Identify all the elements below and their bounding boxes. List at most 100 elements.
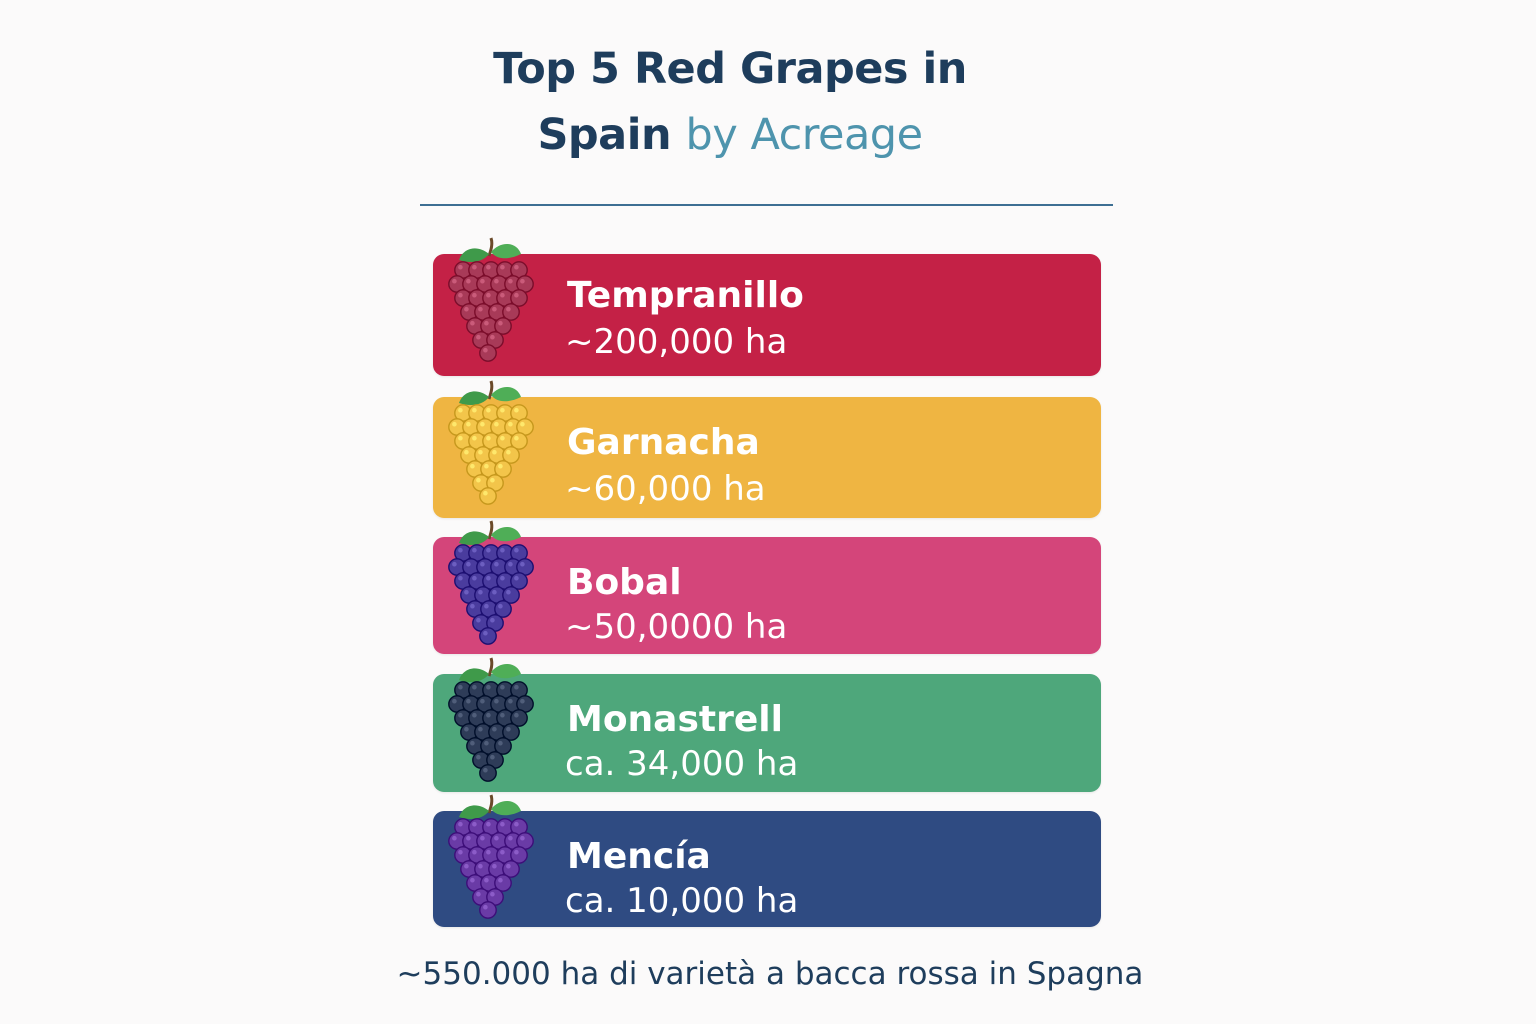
grape-berry-highlight [466,835,471,841]
grape-berry-highlight [514,407,519,413]
grape-berry-highlight [466,698,471,704]
grape-berry-highlight [514,292,519,298]
grape-berry-highlight [472,292,477,298]
grape-berry-highlight [458,547,463,553]
grape-berry-highlight [500,435,505,441]
grape-berry-highlight [452,421,457,427]
grape-berry [479,344,497,362]
grape-leaf [491,526,521,542]
grape-berry-highlight [472,684,477,690]
grape-berry-highlight [514,575,519,581]
grape-stem [487,657,494,677]
bar-label: Garnacha [567,422,760,463]
bar-label: Bobal [567,562,682,603]
grape-berry-highlight [458,575,463,581]
grape-berry-highlight [498,603,503,609]
grape-berry-highlight [514,821,519,827]
grape-berry-highlight [464,589,469,595]
grape-berry-highlight [500,407,505,413]
grape-berry-highlight [514,849,519,855]
grape-berry-highlight [520,278,525,284]
grape-berry-highlight [498,320,503,326]
grape-berry-highlight [506,449,511,455]
grape-berry-highlight [486,407,491,413]
grape-berry-highlight [484,740,489,746]
grape-berry-highlight [472,407,477,413]
grape-leaf [491,800,521,816]
grape-berry-highlight [514,684,519,690]
grape-berry-highlight [472,435,477,441]
bar-value-label: ca. 10,000 ha [565,881,799,921]
grape-berry-highlight [476,617,481,623]
grape-berry-highlight [506,726,511,732]
bar-label: Monastrell [567,699,783,740]
grape-berry-highlight [458,435,463,441]
grape-stem [487,520,494,540]
title-line-1: Top 5 Red Grapes in [493,44,967,94]
grape-berry-highlight [472,264,477,270]
grape-berry-highlight [483,767,488,773]
grape-berry-highlight [480,698,485,704]
grape-berry-highlight [490,891,495,897]
grape-stem [487,380,494,400]
grape-stem [487,794,494,814]
grape-berry-highlight [466,561,471,567]
grape-berry-highlight [472,712,477,718]
grape-berry-highlight [506,306,511,312]
grape-berry-highlight [458,849,463,855]
footnote: ~550.000 ha di varietà a bacca rossa in … [396,956,1144,992]
grape-berry-highlight [486,712,491,718]
grape-berry-highlight [514,547,519,553]
grape-berry-highlight [476,477,481,483]
grape-berry-highlight [492,726,497,732]
grape-berry-highlight [484,463,489,469]
grape-berry-highlight [464,863,469,869]
grape-leaf [491,663,521,679]
grape-berry-highlight [514,264,519,270]
grape-leaf [459,531,489,545]
grape-berry-highlight [500,575,505,581]
grape-berry-highlight [486,821,491,827]
grape-berry-highlight [483,630,488,636]
grape-berry-highlight [520,421,525,427]
grape-berry-highlight [476,754,481,760]
grape-berry-highlight [492,449,497,455]
grape-berry-highlight [508,561,513,567]
grape-berry-highlight [458,684,463,690]
grape-berry-highlight [452,278,457,284]
grape-berry-highlight [452,698,457,704]
grape-berry [479,487,497,505]
bar-label: Mencía [567,836,711,877]
grape-berry-highlight [490,617,495,623]
grape-berry-highlight [458,712,463,718]
bar-menc-a: Mencía ca. 10,000 ha [433,794,1101,927]
grape-berry-highlight [476,891,481,897]
title-spain: Spain [537,110,672,160]
grape-berry-highlight [500,684,505,690]
grape-berry-highlight [466,421,471,427]
grape-berry-highlight [484,603,489,609]
grape-berry-highlight [486,264,491,270]
grape-berry-highlight [494,421,499,427]
grape-berry-highlight [490,754,495,760]
grape-berry-highlight [486,849,491,855]
grape-berry-highlight [486,435,491,441]
grape-berry-highlight [458,407,463,413]
grape-berry-highlight [452,561,457,567]
grape-berry-highlight [484,877,489,883]
grape-berry-highlight [483,490,488,496]
grape-berry-highlight [464,306,469,312]
grape-berry-highlight [484,320,489,326]
grape-cluster-icon [448,237,534,362]
grape-leaf [459,248,489,262]
grape-berry-highlight [472,821,477,827]
grape-berry-highlight [506,589,511,595]
grape-berry-highlight [508,698,513,704]
grape-berry-highlight [514,712,519,718]
bar-monastrell: Monastrell ca. 34,000 ha [433,657,1101,792]
grape-leaf [459,668,489,682]
grape-leaf [459,805,489,819]
grape-berry-highlight [472,547,477,553]
grape-berry-highlight [466,278,471,284]
grape-berry-highlight [500,712,505,718]
